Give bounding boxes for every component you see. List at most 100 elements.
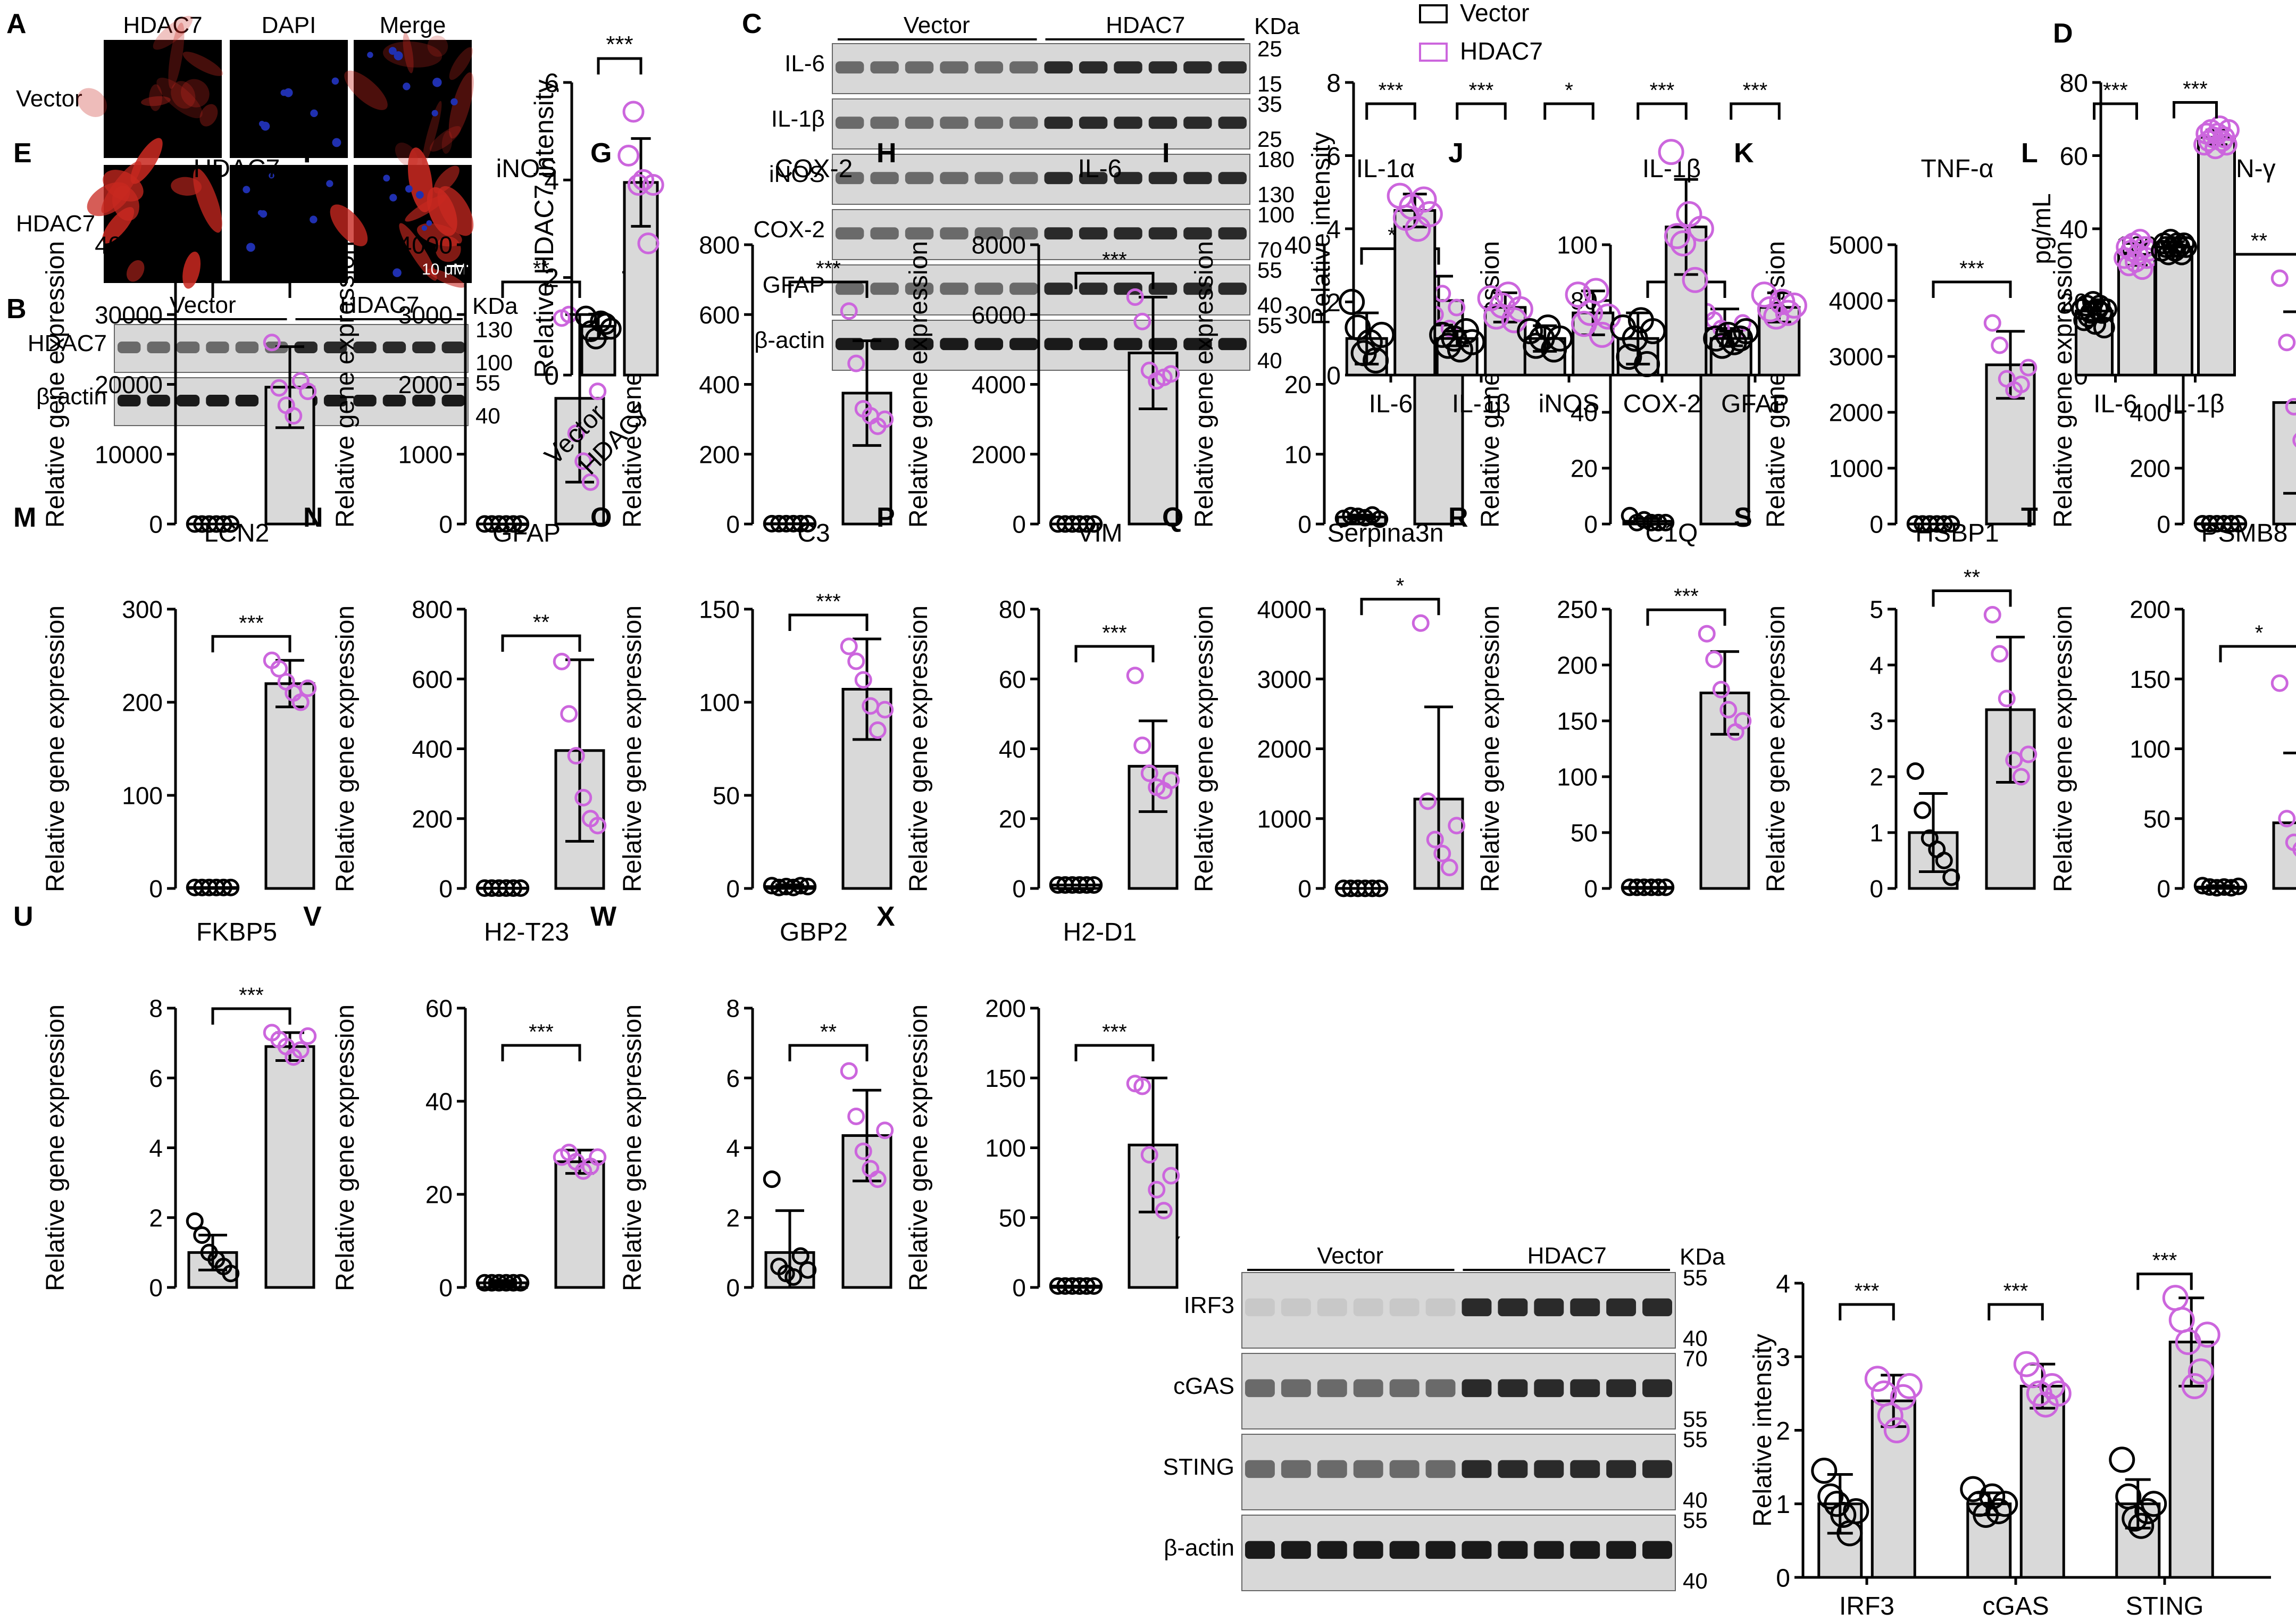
x-tick-label: iNOS [1539, 390, 1600, 418]
data-point [222, 878, 240, 896]
mw-marker: 40 [1683, 1326, 1708, 1351]
y-axis-label: Relative gene expression [1190, 241, 1218, 528]
y-tick-label: 150 [2130, 666, 2170, 693]
bar [264, 682, 315, 890]
data-point [1734, 712, 1752, 730]
data-point [840, 1062, 858, 1080]
data-point [1973, 1501, 1999, 1528]
red-stain-cell [449, 47, 473, 80]
protein-band [1534, 1460, 1564, 1478]
y-tick-label: 5000 [1829, 231, 1883, 259]
y-axis-label: Relative gene expression [2049, 605, 2077, 892]
data-point [1363, 879, 1381, 897]
panel-letter: S [1734, 502, 1752, 533]
significance-bracket [501, 280, 581, 298]
significance-bracket [501, 634, 581, 652]
protein-band [235, 395, 259, 406]
y-tick-label: 20 [1571, 455, 1598, 483]
red-stain-cell [441, 130, 453, 154]
red-stain-cell [435, 236, 461, 262]
group-label: Vector [170, 292, 236, 318]
red-stain-cell [403, 32, 414, 73]
y-tick-label: 0 [439, 1274, 453, 1302]
panel-y-quantification: 0 1 2 3 4 Relative intensity *** IRF3 *** cGAS ***… [1749, 1249, 2271, 1620]
significance-label: * [1565, 79, 1573, 102]
data-point [589, 817, 607, 835]
data-point [2122, 1505, 2148, 1532]
y-tick-label: 0 [544, 361, 559, 390]
data-point [1715, 321, 1741, 348]
significance-label: *** [529, 1020, 554, 1044]
data-point [637, 232, 659, 254]
data-point [2086, 298, 2109, 320]
y-tick-label: 2000 [972, 440, 1026, 468]
panel-m: M LCN2 0 100 200 300 Relative gene expression *… [13, 502, 317, 903]
mw-marker: 25 [1257, 127, 1282, 152]
red-stain-cell [181, 79, 210, 107]
protein-band [1044, 61, 1073, 74]
dapi-nucleus [257, 210, 263, 216]
y-tick-label: 40 [1571, 399, 1598, 427]
protein-band [1114, 61, 1142, 74]
blot-row-label: cGAS [1173, 1373, 1234, 1399]
mw-marker: 15 [1257, 71, 1282, 96]
protein-band [323, 342, 347, 353]
data-point [2073, 309, 2095, 331]
protein-band [1079, 172, 1108, 185]
data-point [1985, 1498, 2012, 1525]
significance-bracket [211, 280, 291, 298]
data-point [504, 1274, 522, 1292]
chart-title: HDAC7 [194, 155, 280, 183]
blot-strip [832, 43, 1250, 94]
chart-title: LCN2 [204, 519, 270, 547]
data-point [2109, 1447, 2135, 1473]
blot-c: C Vector HDAC7 KDa IL-6 25 15 IL-1β 35 25 iNOS 180 1… [742, 9, 1300, 373]
y-tick-label: 8 [1326, 69, 1341, 97]
data-point [270, 660, 288, 678]
data-point [632, 169, 655, 191]
protein-band [1606, 1379, 1637, 1398]
data-point [2278, 334, 2296, 352]
blot-row-label: iNOS [769, 161, 825, 187]
data-point [622, 101, 645, 123]
data-point [763, 1170, 781, 1188]
y-tick-label: 0 [726, 1274, 740, 1302]
protein-band [441, 342, 465, 353]
data-point [1565, 281, 1591, 308]
dapi-nucleus [432, 78, 442, 87]
dapi-nucleus [326, 180, 333, 187]
data-point [1906, 762, 1924, 780]
protein-band [353, 342, 377, 353]
chart-title: TNF-α [1921, 155, 1993, 183]
red-stain-cell [112, 186, 139, 221]
significance-bracket [1360, 597, 1440, 616]
y-axis-label: Relative HDAC7 intensity [529, 79, 559, 378]
y-tick-label: 2 [1326, 289, 1341, 317]
data-point [263, 334, 281, 352]
data-point [1649, 878, 1667, 896]
group-label: Vector [904, 12, 970, 38]
y-tick-label: 3000 [1829, 343, 1883, 371]
dapi-nucleus [403, 82, 411, 90]
blot-strip [832, 264, 1250, 315]
significance-label: *** [1650, 79, 1675, 102]
data-point [285, 407, 303, 425]
y-tick-label: 40 [2060, 215, 2088, 244]
chart-title: H2-T23 [484, 918, 569, 946]
panel-letter: E [13, 138, 32, 169]
column-label: DAPI [262, 12, 316, 38]
y-tick-label: 150 [699, 596, 740, 624]
panel-letter: X [876, 901, 895, 932]
data-point [560, 705, 578, 723]
protein-band [1353, 1379, 1383, 1398]
protein-band [323, 395, 347, 406]
y-axis-label: Relative gene expression [905, 1004, 933, 1291]
panel-letter: J [1448, 138, 1464, 169]
data-point [799, 878, 817, 895]
significance-bracket [1543, 102, 1594, 120]
y-axis-label: Relative gene expression [619, 605, 647, 892]
data-point [1616, 344, 1642, 370]
data-point [2215, 134, 2237, 156]
data-point [599, 318, 622, 340]
